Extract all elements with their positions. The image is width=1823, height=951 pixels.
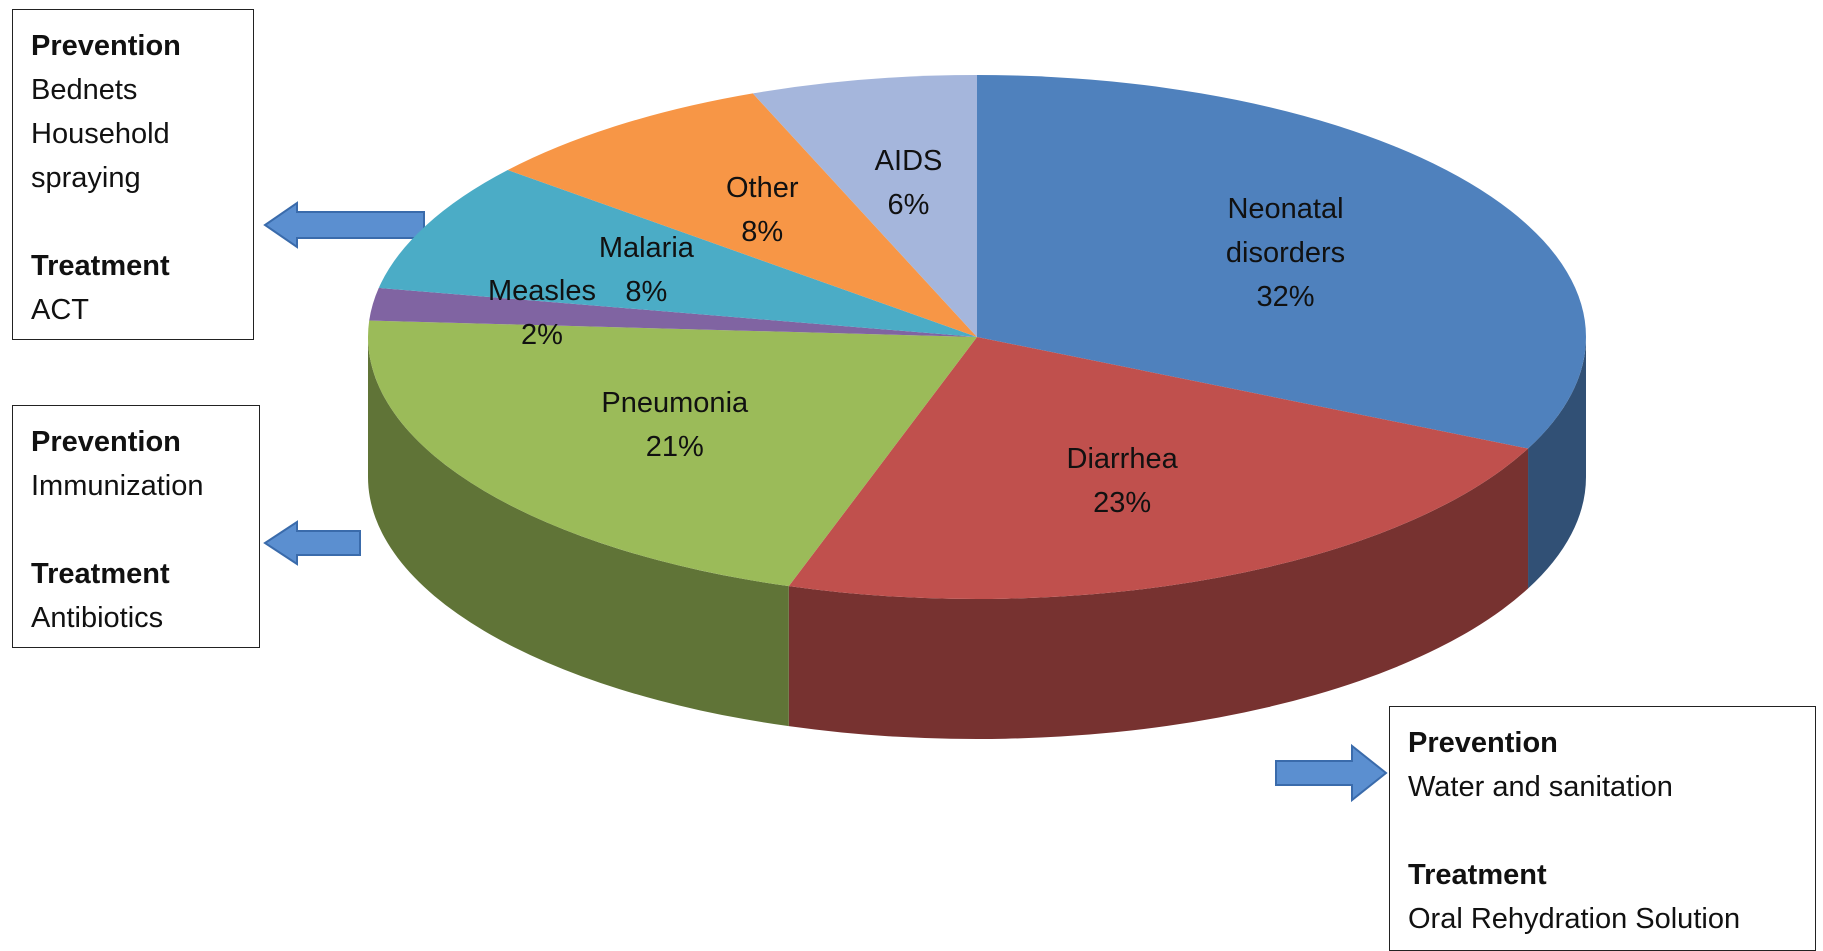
slice-value: 23%: [1093, 487, 1152, 520]
pie-slice: [977, 75, 1586, 449]
annotation-heading: Treatment: [1408, 859, 1547, 891]
pie-slice: [507, 93, 977, 337]
slice-label: Pneumonia 21%: [575, 381, 775, 469]
slice-label: Malaria 8%: [546, 226, 746, 314]
pie-sides: [368, 337, 1586, 740]
pie-side: [368, 337, 789, 727]
slice-name: Measles: [487, 275, 596, 308]
annotation-line: Antibiotics: [31, 602, 164, 634]
slice-name: AIDS: [874, 144, 943, 177]
slice-name: Neonatal disorders: [1225, 192, 1346, 269]
slice-value: 21%: [645, 431, 704, 464]
pie-side: [788, 448, 1529, 740]
annotation-group: Treatment ACT: [31, 244, 235, 332]
annotation-box: Prevention Water and sanitation Treatment O…: [1389, 706, 1816, 951]
pie-side: [1528, 337, 1586, 589]
slice-label: AIDS 6%: [809, 139, 1009, 227]
slice-value: 6%: [887, 188, 930, 221]
annotation-box: Prevention Immunization Treatment Antibioti…: [12, 405, 260, 648]
slice-name: Other: [725, 171, 799, 204]
annotation-group: Treatment Antibiotics: [31, 552, 241, 640]
slice-value: 8%: [741, 215, 784, 248]
arrows: [263, 201, 1388, 803]
annotation-heading: Prevention: [31, 426, 181, 458]
annotation-group: Treatment Oral Rehydration Solution: [1408, 853, 1797, 941]
annotation-heading: Prevention: [1408, 727, 1558, 759]
arrow-left: [263, 520, 361, 566]
slice-label: Measles 2%: [442, 269, 642, 357]
slice-value: 32%: [1256, 280, 1315, 313]
pie-slice: [368, 320, 977, 587]
annotation-heading: Treatment: [31, 250, 170, 282]
arrow-left: [263, 201, 425, 249]
arrow-right: [1275, 743, 1388, 803]
slice-name: Malaria: [598, 232, 694, 265]
annotation-line: Bednets: [31, 74, 138, 106]
slice-name: Diarrhea: [1066, 443, 1178, 476]
slice-label: Other 8%: [662, 166, 862, 254]
slice-value: 8%: [625, 276, 668, 309]
pie-slice: [378, 169, 977, 337]
annotation-group: Prevention Immunization: [31, 420, 241, 508]
annotation-line: Oral Rehydration Solution: [1408, 903, 1741, 935]
pie-slice: [788, 337, 1529, 599]
slice-label: Neonatal disorders 32%: [1186, 187, 1386, 319]
slice-value: 2%: [521, 319, 563, 352]
pie-slice: [369, 287, 977, 337]
annotation-line: Water and sanitation: [1408, 771, 1673, 803]
annotation-line: Household spraying: [31, 118, 170, 194]
slice-label: Diarrhea 23%: [1022, 437, 1222, 525]
annotation-heading: Treatment: [31, 558, 170, 590]
annotation-heading: Prevention: [31, 30, 181, 62]
pie-tops: [368, 75, 1586, 599]
annotation-line: Immunization: [31, 470, 204, 502]
slice-name: Pneumonia: [601, 387, 749, 420]
annotation-line: ACT: [31, 294, 89, 326]
annotation-box: Prevention Bednets Household spraying Treat…: [12, 9, 254, 340]
annotation-group: Prevention Bednets Household spraying: [31, 24, 235, 200]
pie-slice: [752, 75, 977, 337]
annotation-group: Prevention Water and sanitation: [1408, 721, 1797, 809]
